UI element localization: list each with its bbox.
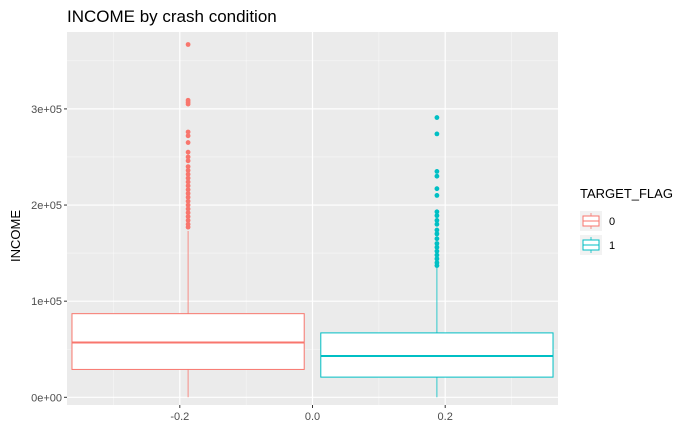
outlier-point [434, 236, 440, 242]
outlier-point [434, 186, 440, 192]
outlier-point [434, 218, 440, 223]
y-axis-title: INCOME [8, 210, 23, 262]
outlier-point [185, 42, 191, 47]
outlier-point [185, 218, 191, 223]
outlier-point [434, 193, 440, 198]
outlier-point [434, 252, 440, 258]
boxes [71, 42, 554, 398]
outlier-point [185, 210, 191, 216]
outlier-point [185, 214, 191, 219]
outlier-point [434, 227, 440, 233]
outlier-point [185, 129, 191, 135]
legend: TARGET_FLAG 0 1 [580, 186, 673, 255]
outlier-point [434, 241, 440, 246]
outlier-point [185, 140, 191, 145]
outlier-point [185, 191, 191, 196]
outlier-point [434, 209, 440, 215]
legend-title: TARGET_FLAG [580, 186, 673, 201]
outlier-point [185, 187, 191, 193]
outlier-point [434, 256, 440, 262]
outlier-point [185, 179, 191, 185]
x-tick-label: -0.2 [170, 411, 189, 423]
outlier-point [185, 154, 191, 160]
outlier-point [185, 175, 191, 181]
outlier-point [434, 173, 440, 179]
x-tick-label: 0.0 [305, 411, 320, 423]
outlier-point [434, 115, 440, 120]
legend-entry-1: 1 [580, 235, 615, 255]
outlier-point [185, 101, 191, 107]
outlier-point [185, 194, 191, 200]
outlier-point [185, 158, 191, 164]
outlier-point [434, 168, 440, 174]
outlier-point [185, 149, 191, 155]
legend-label: 0 [609, 216, 615, 228]
y-tick-label: 1e+05 [31, 296, 62, 308]
outlier-point [185, 168, 191, 173]
outlier-point [185, 198, 191, 204]
outlier-point [434, 131, 440, 137]
outlier-point [185, 171, 191, 177]
y-axis: 0e+00 1e+05 2e+05 3e+05 [31, 104, 67, 404]
y-tick-label: 3e+05 [31, 104, 62, 116]
box-group-0 [71, 42, 305, 398]
y-tick-label: 0e+00 [31, 392, 62, 404]
chart-title: INCOME by crash condition [67, 7, 277, 26]
outlier-point [434, 231, 440, 237]
box-group-1 [320, 115, 554, 398]
outlier-point [185, 202, 191, 208]
legend-entry-0: 0 [580, 211, 615, 231]
outlier-point [185, 133, 191, 139]
outlier-point [185, 164, 191, 169]
x-tick-label: 0.2 [438, 411, 453, 423]
outlier-point [434, 221, 440, 227]
y-tick-label: 2e+05 [31, 200, 62, 212]
outlier-point [434, 263, 440, 269]
outlier-point [434, 213, 440, 219]
outlier-point [185, 206, 191, 212]
x-axis: -0.2 0.0 0.2 [170, 405, 453, 423]
outlier-point [185, 224, 191, 230]
legend-label: 1 [609, 240, 615, 252]
outlier-point [434, 248, 440, 254]
outlier-point [185, 183, 191, 189]
outlier-point [434, 244, 440, 250]
